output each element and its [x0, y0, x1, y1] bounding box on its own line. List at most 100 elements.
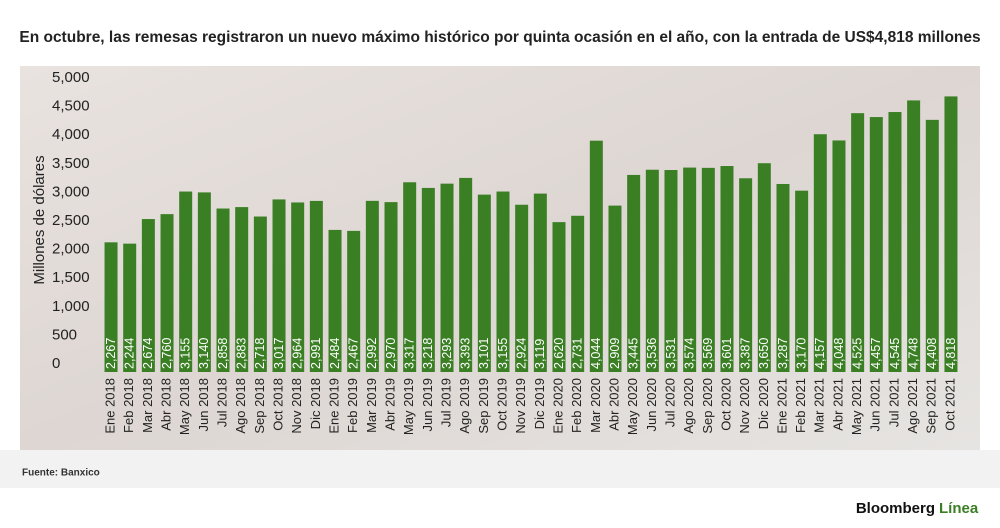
value-label: 3,393 — [458, 338, 472, 369]
x-tick-label: Oct 2019 — [494, 378, 509, 431]
value-label: 2,970 — [384, 338, 398, 369]
value-label: 2,620 — [552, 338, 566, 369]
y-tick-label: 2,500 — [52, 212, 90, 229]
x-tick-label: Abr 2019 — [382, 378, 397, 431]
value-label: 3,574 — [682, 338, 696, 369]
value-label: 4,457 — [869, 338, 883, 369]
bar — [907, 100, 921, 372]
value-label: 2,858 — [216, 338, 230, 369]
value-label: 3,155 — [496, 338, 510, 369]
bar — [384, 202, 398, 372]
value-label: 4,545 — [888, 338, 902, 369]
value-label: 2,718 — [253, 338, 267, 369]
bar — [477, 194, 491, 372]
x-tick-label: Mar 2020 — [588, 378, 603, 433]
x-tick-label: Abr 2021 — [830, 378, 845, 431]
bar — [888, 112, 902, 372]
x-tick-label: Dic 2019 — [532, 378, 547, 429]
value-label: 2,964 — [290, 338, 304, 369]
x-tick-label: Jun 2021 — [868, 378, 883, 432]
bar — [104, 242, 118, 372]
brand-name: Bloomberg — [856, 500, 935, 517]
value-label: 3,531 — [664, 338, 678, 369]
value-label: 3,287 — [776, 338, 790, 369]
bar — [272, 199, 286, 372]
bar — [197, 192, 211, 372]
value-label: 4,748 — [906, 338, 920, 369]
x-tick-label: Oct 2018 — [270, 378, 285, 431]
bar — [552, 222, 566, 372]
bar — [123, 243, 137, 372]
x-tick-label: Ene 2020 — [550, 378, 565, 434]
value-label: 4,408 — [925, 338, 939, 369]
x-tick-label: Jun 2019 — [420, 378, 435, 432]
bar — [683, 167, 697, 372]
x-tick-label: May 2020 — [625, 378, 640, 435]
value-label: 3,650 — [757, 338, 771, 369]
x-tick-label: Feb 2021 — [793, 378, 808, 433]
bar — [795, 190, 809, 372]
x-tick-label: Oct 2020 — [718, 378, 733, 431]
value-label: 3,101 — [477, 338, 491, 369]
x-tick-label: Ago 2020 — [681, 378, 696, 434]
x-tick-label: May 2018 — [177, 378, 192, 435]
x-tick-label: Mar 2021 — [812, 378, 827, 433]
x-tick-label: Sep 2019 — [476, 378, 491, 434]
value-label: 2,909 — [608, 338, 622, 369]
x-tick-label: Ago 2019 — [457, 378, 472, 434]
x-tick-label: Ago 2021 — [905, 378, 920, 434]
bar — [365, 200, 379, 372]
bar — [757, 163, 771, 372]
bar — [253, 216, 267, 372]
value-label: 3,569 — [701, 338, 715, 369]
x-tick-label: Ene 2021 — [774, 378, 789, 434]
x-tick-label: May 2021 — [849, 378, 864, 435]
x-tick-label: Abr 2020 — [606, 378, 621, 431]
x-tick-label: Dic 2018 — [308, 378, 323, 429]
bar — [515, 204, 529, 372]
bar — [291, 202, 305, 372]
bar — [216, 208, 230, 372]
value-label: 2,484 — [328, 338, 342, 369]
bar — [141, 219, 155, 372]
y-tick-label: 0 — [52, 355, 60, 372]
x-tick-label: Jun 2020 — [644, 378, 659, 432]
bar — [720, 166, 734, 372]
bar — [944, 96, 958, 372]
x-tick-label: Sep 2018 — [252, 378, 267, 434]
y-tick-label: 4,500 — [52, 98, 90, 115]
x-tick-label: Jul 2018 — [214, 378, 229, 427]
x-tick-label: Jun 2018 — [196, 378, 211, 432]
x-tick-label: Jul 2020 — [662, 378, 677, 427]
bar — [328, 229, 342, 372]
bar — [627, 174, 641, 372]
x-tick-label: Mar 2018 — [140, 378, 155, 433]
value-label: 2,883 — [234, 338, 248, 369]
bar — [179, 191, 193, 372]
y-tick-label: 1,500 — [52, 269, 90, 286]
value-label: 3,170 — [794, 338, 808, 369]
value-label: 2,991 — [309, 338, 323, 369]
bar — [869, 117, 883, 372]
bar — [496, 191, 510, 372]
y-tick-label: 3,000 — [52, 183, 90, 200]
bar — [813, 134, 827, 372]
value-label: 2,244 — [122, 338, 136, 369]
x-tick-label: Abr 2018 — [158, 378, 173, 431]
bar — [589, 140, 603, 372]
y-tick-label: 2,000 — [52, 241, 90, 258]
value-label: 3,293 — [440, 338, 454, 369]
value-label: 3,119 — [533, 339, 547, 369]
x-tick-label: Jul 2019 — [438, 378, 453, 427]
value-label: 4,048 — [832, 338, 846, 369]
x-tick-label: Feb 2018 — [121, 378, 136, 433]
bar — [309, 200, 323, 372]
value-label: 3,017 — [272, 338, 286, 369]
chart-title: En octubre, las remesas registraron un n… — [19, 29, 980, 46]
value-label: 3,317 — [402, 338, 416, 369]
bar — [739, 178, 753, 372]
x-tick-label: Nov 2020 — [737, 378, 752, 434]
bar — [533, 193, 547, 372]
y-tick-label: 500 — [52, 326, 77, 343]
